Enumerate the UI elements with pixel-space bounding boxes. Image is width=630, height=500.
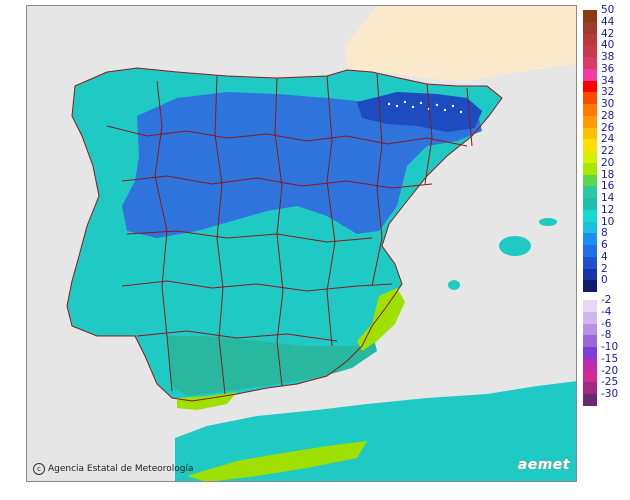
temperature-map <box>27 6 576 481</box>
legend-positive-swatch <box>583 139 597 151</box>
legend-positive-label: 36 <box>601 62 615 75</box>
legend-positive-swatch <box>583 33 597 46</box>
legend-negative-label: -25 <box>601 376 619 389</box>
legend-positive-swatch <box>583 68 597 81</box>
legend-positive-label: 4 <box>601 250 608 263</box>
legend-positive-label: 12 <box>601 203 615 216</box>
legend-positive-label: 26 <box>601 121 615 134</box>
coast-warm-strip <box>357 288 405 351</box>
legend-positive-label: 22 <box>601 145 615 157</box>
legend-positive-label: 24 <box>601 133 615 146</box>
legend-positive-label: 44 <box>601 15 615 28</box>
legend-positive-swatch <box>583 151 597 163</box>
credit-text: Agencia Estatal de Meteorología <box>48 464 194 474</box>
legend-positive-label: 16 <box>601 180 615 193</box>
legend-positive-swatch <box>583 233 597 245</box>
legend-positive-label: 30 <box>601 98 615 110</box>
legend-negative-label: -15 <box>601 352 619 365</box>
legend-positive-label: 0 <box>601 274 608 287</box>
legend-positive-label: 2 <box>601 262 608 275</box>
legend-positive-swatch <box>583 127 597 140</box>
legend-positive-swatch <box>583 80 597 93</box>
map-panel: c Agencia Estatal de Meteorología aemet <box>26 5 577 482</box>
ibiza-island <box>448 280 460 290</box>
legend-positive-label: 34 <box>601 74 615 87</box>
legend-positive-label: 50 <box>601 4 615 16</box>
legend-positive-swatch <box>583 256 597 269</box>
legend-positive-swatch <box>583 186 597 198</box>
legend-positive-swatch <box>583 162 597 175</box>
africa-coast-warm <box>187 441 367 481</box>
legend-negative-label: -6 <box>601 317 612 330</box>
legend-positive-swatch <box>583 57 597 69</box>
legend-negative-swatch <box>583 323 597 336</box>
copyright-icon: c <box>33 463 45 475</box>
legend-positive-label: 10 <box>601 215 615 228</box>
legend-positive-label: 20 <box>601 156 615 169</box>
france-land <box>345 6 576 81</box>
legend-positive-label: 40 <box>601 39 615 52</box>
legend-negative-label: -4 <box>601 305 612 318</box>
legend-positive-swatch <box>583 198 597 210</box>
legend-negative-swatch <box>583 347 597 359</box>
legend-positive-swatch <box>583 21 597 34</box>
iberia-outline <box>66 67 503 402</box>
legend-positive-swatch <box>583 221 597 234</box>
legend-positive-swatch <box>583 268 597 281</box>
legend-positive-label: 14 <box>601 192 615 204</box>
legend-positive-swatch <box>583 115 597 128</box>
legend-negative-label: -8 <box>601 329 612 342</box>
legend-positive-swatch <box>583 174 597 187</box>
legend-positive-swatch <box>583 45 597 57</box>
legend-positive-label: 32 <box>601 86 615 99</box>
legend-negative-swatch <box>583 394 597 406</box>
legend-positive-swatch <box>583 104 597 116</box>
menorca-island <box>539 218 557 226</box>
color-legend: 50 44 42 40 38 36 34 32 30 28 26 24 22 20 18 16 14 12 10 8 6… <box>583 5 630 495</box>
legend-negative-label: -10 <box>601 341 619 353</box>
legend-negative-swatch <box>583 300 597 312</box>
mallorca-island <box>499 236 531 256</box>
map-credit: c Agencia Estatal de Meteorología <box>33 463 194 475</box>
legend-positive-label: 18 <box>601 168 615 181</box>
legend-positive-swatch <box>583 209 597 222</box>
aemet-logo: aemet <box>517 457 570 473</box>
legend-negative-swatch <box>583 311 597 324</box>
legend-positive-swatch <box>583 10 597 22</box>
legend-positive-swatch <box>583 245 597 257</box>
legend-positive-label: 8 <box>601 227 608 240</box>
pyrenees-cold-zone <box>357 92 482 132</box>
legend-positive-label: 6 <box>601 239 608 251</box>
legend-positive-label: 38 <box>601 51 615 63</box>
province-borders <box>106 73 473 395</box>
legend-negative-label: -30 <box>601 388 619 400</box>
legend-negative-label: -2 <box>601 294 612 306</box>
legend-positive-swatch <box>583 280 597 292</box>
legend-positive-label: 28 <box>601 109 615 122</box>
legend-negative-label: -20 <box>601 364 619 377</box>
legend-positive-swatch <box>583 92 597 104</box>
legend-negative-swatch <box>583 335 597 347</box>
cold-zone <box>122 92 482 238</box>
legend-negative-swatch <box>583 370 597 383</box>
legend-negative-swatch <box>583 358 597 371</box>
legend-positive-label: 42 <box>601 27 615 40</box>
legend-negative-swatch <box>583 382 597 394</box>
